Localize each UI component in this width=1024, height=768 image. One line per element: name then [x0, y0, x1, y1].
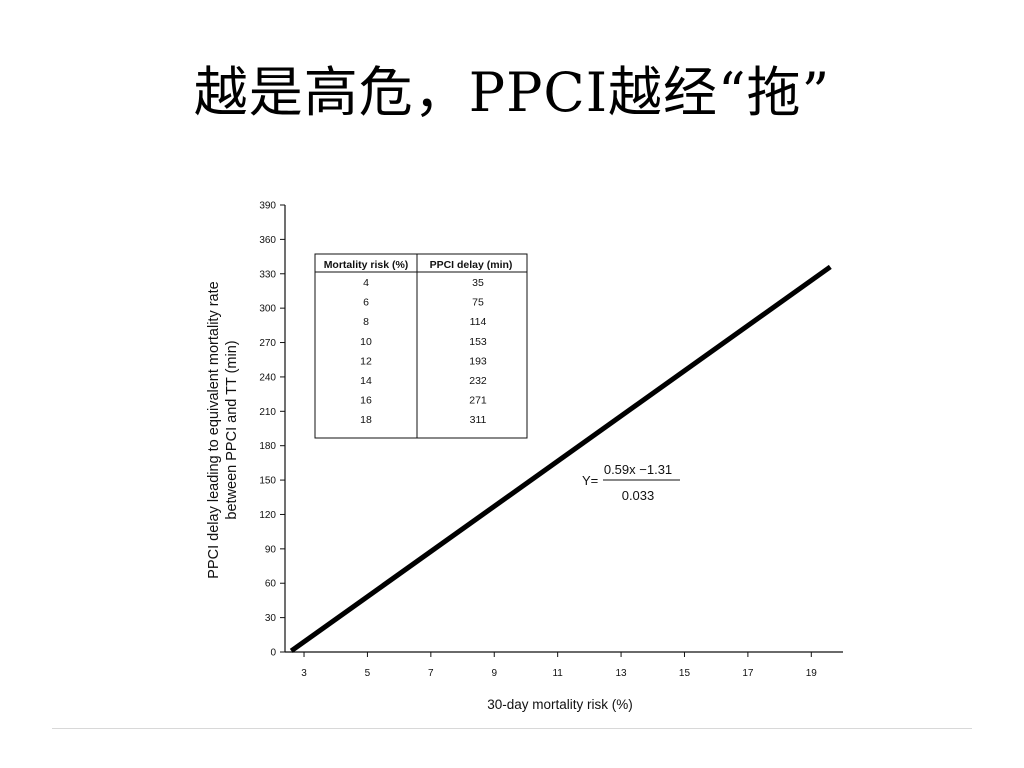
x-tick-label: 13 [616, 668, 628, 679]
inset-table-cell-risk: 14 [360, 375, 372, 387]
equation-lhs: Y= [582, 473, 598, 488]
y-tick-label: 210 [259, 407, 276, 418]
inset-table-cell-risk: 4 [363, 277, 369, 289]
y-tick-label: 120 [259, 510, 276, 521]
y-tick-label: 360 [259, 235, 276, 246]
inset-table-cell-delay: 193 [469, 355, 487, 367]
equation-numerator: 0.59x −1.31 [604, 462, 672, 477]
inset-table-cell-delay: 271 [469, 395, 487, 407]
footer-divider [52, 728, 972, 729]
x-tick-label: 3 [301, 668, 307, 679]
regression-equation: Y= 0.59x −1.31 0.033 [582, 462, 680, 503]
inset-table-cell-delay: 35 [472, 277, 484, 289]
slide-title: 越是高危，PPCI越经“拖” [193, 61, 831, 124]
inset-table-rows: 4 35 6 75 8 114 10 153 12 193 14 232 16 271 18 311 [360, 277, 487, 426]
inset-table-cell-risk: 16 [360, 395, 372, 407]
inset-table: Mortality risk (%) PPCI delay (min) 4 35 6… [314, 253, 528, 439]
inset-table-header-delay: PPCI delay (min) [430, 259, 513, 271]
y-axis-ticks: 0 30 60 90 120 150 180 210 240 270 300 330 360 390 [259, 201, 285, 659]
y-tick-label: 150 [259, 476, 276, 487]
x-tick-label: 7 [428, 668, 434, 679]
x-axis-ticks: 3 5 7 9 11 13 15 17 19 [301, 652, 817, 679]
y-tick-label: 180 [259, 441, 276, 452]
x-tick-label: 17 [742, 668, 754, 679]
inset-table-cell-risk: 12 [360, 355, 372, 367]
x-tick-label: 9 [491, 668, 497, 679]
y-tick-label: 240 [259, 372, 276, 383]
inset-table-cell-delay: 311 [470, 414, 487, 426]
inset-table-header-risk: Mortality risk (%) [324, 259, 409, 271]
x-tick-label: 5 [365, 668, 371, 679]
y-tick-label: 90 [265, 544, 277, 555]
inset-table-cell-risk: 18 [360, 414, 372, 426]
y-tick-label: 30 [265, 613, 277, 624]
inset-table-cell-delay: 75 [472, 297, 484, 309]
inset-table-cell-delay: 153 [469, 336, 487, 348]
x-tick-label: 19 [806, 668, 818, 679]
series-line [289, 264, 832, 653]
x-tick-label: 11 [552, 668, 563, 679]
series-layer [289, 264, 832, 653]
inset-table-cell-delay: 232 [469, 375, 487, 387]
inset-table-cell-risk: 10 [360, 336, 372, 348]
equation-denominator: 0.033 [622, 488, 655, 503]
inset-table-border [314, 253, 528, 439]
y-axis-title-line1: PPCI delay leading to equivalent mortali… [206, 281, 222, 578]
inset-table-cell-risk: 8 [363, 316, 369, 328]
x-tick-label: 15 [679, 668, 691, 679]
y-tick-label: 300 [259, 304, 276, 315]
inset-table-cell-risk: 6 [363, 297, 369, 309]
y-tick-label: 390 [259, 201, 276, 212]
y-tick-label: 270 [259, 338, 276, 349]
x-axis-title: 30-day mortality risk (%) [487, 697, 633, 712]
y-tick-label: 0 [270, 648, 276, 659]
y-tick-label: 60 [265, 579, 277, 590]
y-tick-label: 330 [259, 269, 276, 280]
y-axis-title-line2: between PPCI and TT (min) [224, 340, 240, 519]
inset-table-cell-delay: 114 [470, 316, 487, 328]
